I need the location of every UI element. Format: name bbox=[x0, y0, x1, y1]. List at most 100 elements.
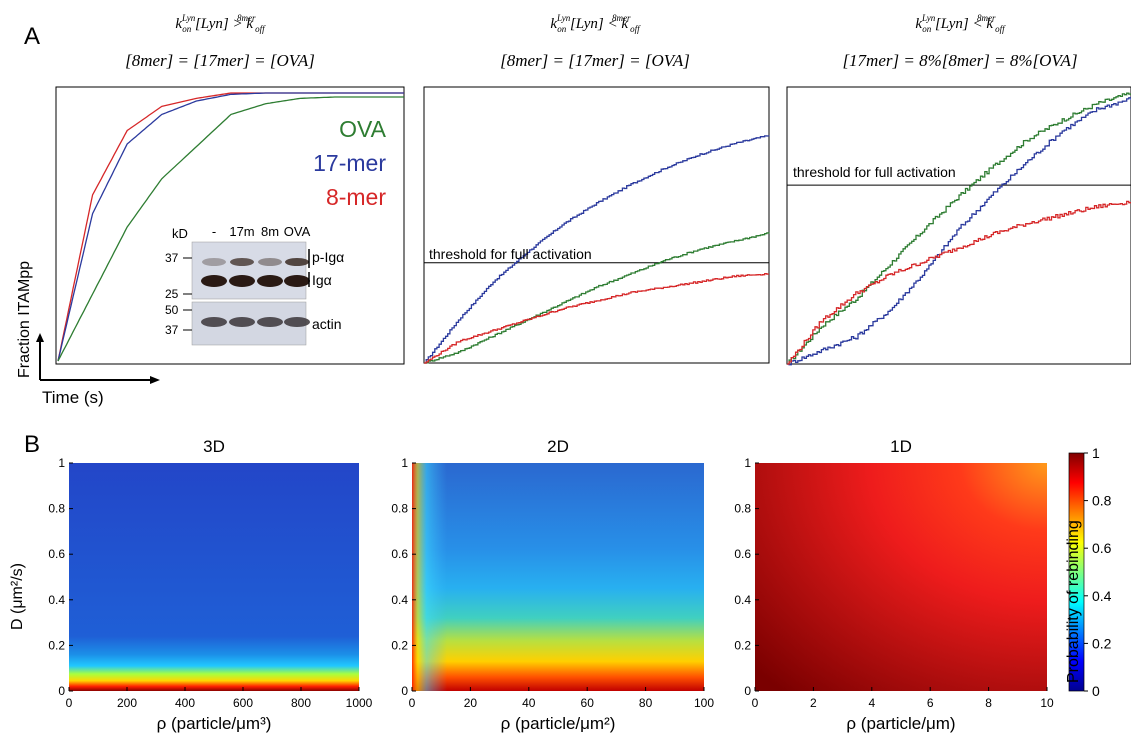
plot-a-left: OVA 17-mer 8-mer kD -17m 8m OVA 37 25 50 37 … bbox=[55, 86, 405, 365]
western-blot: kD -17m 8m OVA 37 25 50 37 p-Igα Igα actin bbox=[165, 224, 344, 346]
threshold-label: threshold for full activation bbox=[793, 164, 956, 180]
colorbar-tick-label: 0.2 bbox=[1092, 635, 1112, 651]
band-iga bbox=[257, 275, 283, 287]
x-tick-label: 0 bbox=[409, 696, 416, 710]
y-arrow-head bbox=[36, 333, 44, 342]
heatmap-edge-overlay bbox=[412, 463, 704, 691]
threshold-label: threshold for full activation bbox=[429, 246, 592, 262]
heatmap-title: 1D bbox=[890, 437, 912, 456]
title-part: [Lyn] < bbox=[566, 16, 621, 32]
x-tick-label: 6 bbox=[927, 696, 934, 710]
series-line-8-mer bbox=[787, 200, 1131, 365]
y-axis-label: Fraction ITAMpp bbox=[16, 261, 33, 378]
y-tick-label: 0 bbox=[58, 684, 65, 698]
title-part: k bbox=[175, 16, 182, 32]
x-axis-label: Time (s) bbox=[42, 388, 104, 407]
y-tick-label: 0.2 bbox=[48, 638, 65, 652]
legend-entry-8-mer: 8-mer bbox=[326, 184, 386, 210]
heatmap-surface bbox=[69, 463, 359, 691]
x-arrow-head bbox=[150, 376, 160, 384]
title-part: k bbox=[621, 16, 628, 32]
band-actin bbox=[229, 317, 255, 327]
y-tick-label: 0 bbox=[401, 684, 408, 698]
blot-lane-label: OVA bbox=[284, 224, 311, 239]
x-tick-label: 400 bbox=[175, 696, 195, 710]
x-tick-label: 0 bbox=[752, 696, 759, 710]
y-tick-label: 1 bbox=[58, 456, 65, 470]
band-iga bbox=[201, 275, 227, 287]
x-tick-label: 80 bbox=[639, 696, 653, 710]
title-part: k bbox=[550, 16, 557, 32]
band-iga bbox=[229, 275, 255, 287]
title-part: 8mer bbox=[237, 13, 256, 23]
blot-marker-25: 25 bbox=[165, 287, 179, 301]
title-part: Lyn bbox=[556, 13, 571, 23]
band-p-iga bbox=[202, 258, 226, 266]
title-part: 8mer bbox=[977, 13, 996, 23]
colorbar-gradient bbox=[1068, 452, 1085, 692]
x-tick-label: 2 bbox=[810, 696, 817, 710]
band-iga bbox=[284, 275, 310, 287]
series-line-17-mer bbox=[787, 97, 1131, 366]
y-tick-label: 0.8 bbox=[734, 502, 751, 516]
heatmap-x-label: ρ (particle/μm²) bbox=[501, 714, 616, 733]
y-tick-label: 0.6 bbox=[391, 547, 408, 561]
blot-bands bbox=[201, 258, 310, 327]
legend: OVA 17-mer 8-mer bbox=[313, 116, 387, 210]
series-line-ova bbox=[424, 232, 770, 364]
title-line-1: kLyn on [Lyn] < k8meroff bbox=[550, 13, 641, 34]
colorbar-ticks: 1 0.8 0.6 0.4 0.2 0 bbox=[1084, 445, 1112, 699]
y-tick-label: 1 bbox=[401, 456, 408, 470]
blot-lane-labels: -17m 8m OVA bbox=[212, 224, 311, 239]
x-tick-label: 1000 bbox=[346, 696, 373, 710]
band-label-iga: Igα bbox=[312, 272, 332, 288]
y-tick-label: 0.4 bbox=[391, 593, 408, 607]
title-line-2: [8mer] = [17mer] = [OVA] bbox=[125, 51, 315, 70]
blot-unit-label: kD bbox=[172, 226, 188, 241]
y-tick-label: 0.2 bbox=[391, 638, 408, 652]
series-line-17-mer bbox=[424, 135, 770, 364]
series-line-8-mer bbox=[424, 272, 769, 364]
band-p-iga bbox=[230, 258, 254, 266]
blot-marker-37-top: 37 bbox=[165, 251, 179, 265]
heatmap-y-label: D (μm²/s) bbox=[9, 563, 26, 630]
title-part: k bbox=[986, 16, 993, 32]
panel-a-titles: kLyn on [Lyn] > k8meroff[8mer] = [17mer] … bbox=[125, 13, 1077, 70]
plot-frame bbox=[786, 86, 1131, 365]
band-label-p-iga: p-Igα bbox=[312, 249, 344, 265]
colorbar: 1 0.8 0.6 0.4 0.2 0 Probability of rebinding bbox=[1065, 445, 1112, 699]
y-tick-label: 0.8 bbox=[48, 502, 65, 516]
x-tick-label: 200 bbox=[117, 696, 137, 710]
heatmap-title: 3D bbox=[203, 437, 225, 456]
title-part: on bbox=[922, 24, 932, 34]
title-line-2: [8mer] = [17mer] = [OVA] bbox=[500, 51, 690, 70]
blot-marker-37-bottom: 37 bbox=[165, 323, 179, 337]
panel-a-label: A bbox=[24, 23, 40, 50]
x-tick-label: 600 bbox=[233, 696, 253, 710]
legend-entry-17-mer: 17-mer bbox=[313, 150, 386, 176]
x-tick-label: 4 bbox=[868, 696, 875, 710]
x-tick-label: 8 bbox=[985, 696, 992, 710]
plot-a-middle: threshold for full activation bbox=[423, 86, 770, 364]
x-tick-label: 10 bbox=[1040, 696, 1054, 710]
y-tick-label: 0.4 bbox=[734, 593, 751, 607]
title-line-1: kLyn on [Lyn] > k8meroff bbox=[175, 13, 266, 34]
blot-lane-label: 17m bbox=[229, 224, 254, 239]
heatmap-3d: 3D bbox=[69, 437, 359, 691]
colorbar-tick-label: 0.6 bbox=[1092, 540, 1112, 556]
series-line-ova bbox=[787, 92, 1131, 365]
title-part: off bbox=[995, 24, 1006, 34]
title-part: off bbox=[630, 24, 641, 34]
lines-a-middle bbox=[424, 135, 770, 364]
blot-lane-label: 8m bbox=[261, 224, 279, 239]
title-part: Lyn bbox=[921, 13, 936, 23]
lines-a-right bbox=[787, 92, 1131, 366]
colorbar-tick-label: 0 bbox=[1092, 683, 1100, 699]
title-part: 8mer bbox=[612, 13, 631, 23]
heatmap-surface bbox=[755, 463, 1047, 691]
colorbar-tick-label: 0.8 bbox=[1092, 493, 1112, 509]
title-part: on bbox=[557, 24, 567, 34]
x-tick-label: 20 bbox=[464, 696, 478, 710]
y-tick-label: 0.8 bbox=[391, 502, 408, 516]
band-actin bbox=[284, 317, 310, 327]
